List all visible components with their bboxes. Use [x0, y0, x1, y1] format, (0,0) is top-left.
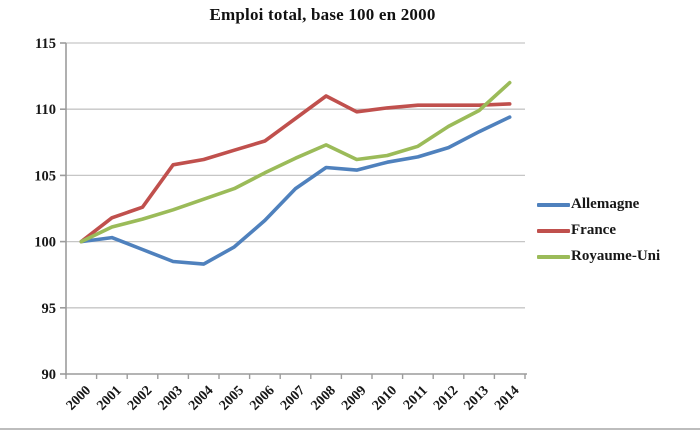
- legend-line-swatch-allemagne: [537, 202, 570, 207]
- x-tick-label: 2014: [492, 383, 522, 413]
- y-tick-label: 90: [42, 367, 57, 383]
- x-tick-label: 2007: [278, 383, 308, 413]
- x-tick-label: 2009: [339, 383, 369, 413]
- legend-label-france: France: [571, 222, 616, 238]
- x-tick-label: 2013: [462, 383, 492, 413]
- series-line-allemagne: [79, 115, 512, 266]
- legend-item-france: France: [537, 222, 660, 239]
- axes: [65, 43, 527, 375]
- legend-item-allemagne: Allemagne: [537, 196, 660, 213]
- bottom-divider: [0, 428, 700, 430]
- legend-line-swatch-france: [537, 228, 570, 233]
- legend-label-royaume-uni: Royaume-Uni: [571, 248, 661, 264]
- chart-title: Emploi total, base 100 en 2000: [209, 5, 436, 24]
- x-tick-label: 2000: [64, 383, 94, 413]
- y-tick-label: 95: [42, 301, 57, 317]
- y-tick-label: 115: [35, 36, 56, 52]
- series-lines: [79, 80, 512, 266]
- x-axis-ticks-labels: 2000 2001 2002 2003 2004 2005 2006 2007 2008 2009…: [64, 374, 526, 414]
- series-line-france: [79, 94, 512, 244]
- x-tick-label: 2005: [217, 383, 247, 413]
- y-axis-ticks-labels: 90 95 100 105 110 115: [34, 36, 66, 383]
- x-tick-label: 2010: [370, 383, 400, 413]
- gridlines: [66, 42, 525, 309]
- x-tick-label: 2008: [309, 383, 339, 413]
- x-tick-label: 2001: [94, 383, 124, 413]
- y-tick-label: 100: [34, 235, 56, 251]
- x-tick-label: 2012: [431, 383, 461, 413]
- y-tick-label: 105: [34, 168, 56, 184]
- legend-label-allemagne: Allemagne: [571, 196, 640, 212]
- chart-legend: Allemagne France Royaume-Uni: [537, 196, 660, 265]
- legend-item-royaume-uni: Royaume-Uni: [537, 248, 660, 265]
- x-tick-label: 2002: [125, 383, 155, 413]
- x-tick-label: 2011: [401, 383, 431, 413]
- y-tick-label: 110: [35, 102, 56, 118]
- x-tick-label: 2004: [186, 383, 216, 413]
- x-tick-label: 2006: [247, 383, 277, 413]
- legend-line-swatch-royaume-uni: [537, 254, 570, 259]
- series-line-royaume-uni: [79, 80, 512, 244]
- x-tick-label: 2003: [156, 383, 186, 413]
